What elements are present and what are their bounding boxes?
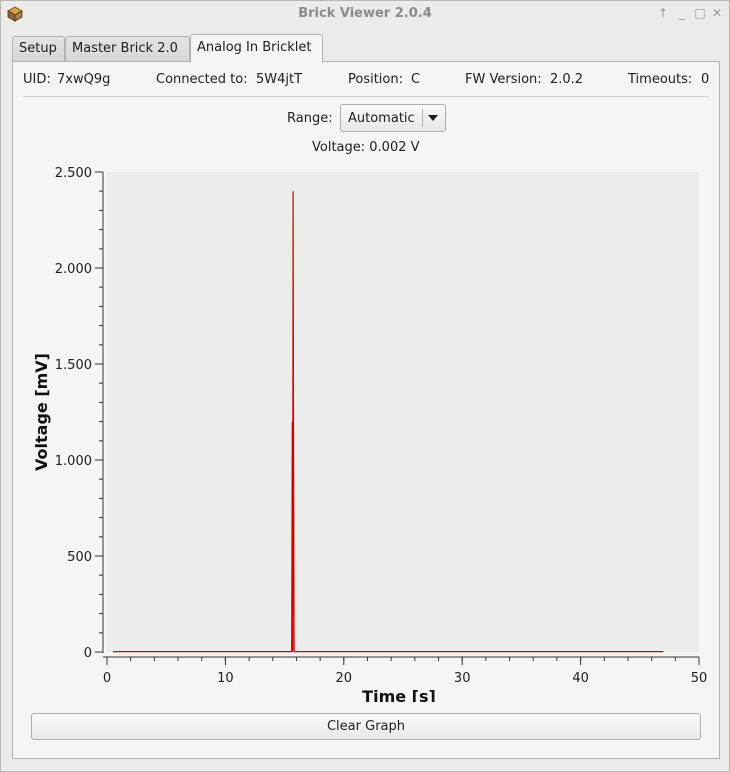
connected-label: Connected to: xyxy=(156,72,248,87)
x-tick-label: 40 xyxy=(572,671,589,686)
position-value: C xyxy=(411,72,421,87)
chevron-down-icon xyxy=(428,115,438,121)
uid-label: UID: xyxy=(23,72,51,87)
y-tick-label: 0 xyxy=(84,646,92,661)
plot-area xyxy=(107,172,699,652)
uid-value: 7xwQ9g xyxy=(57,72,111,87)
bricklet-pane: UID: 7xwQ9g Connected to: 5W4jtT Positio… xyxy=(12,61,720,759)
x-tick-label: 50 xyxy=(691,671,708,686)
fw-version-value: 2.0.2 xyxy=(550,72,584,87)
voltage-readout: Voltage: 0.002 V xyxy=(312,140,420,155)
tab-setup[interactable]: Setup xyxy=(12,36,65,61)
tab-setup-label: Setup xyxy=(19,41,57,56)
brick-app-icon xyxy=(7,6,23,22)
voltage-series-line xyxy=(112,191,664,653)
y-tick-label: 2.000 xyxy=(55,262,92,277)
dropdown-separator xyxy=(422,109,423,127)
up-arrow-icon[interactable]: ↑ xyxy=(657,6,669,20)
maximize-icon[interactable]: □ xyxy=(694,6,706,20)
minimize-icon[interactable]: _ xyxy=(679,6,685,20)
info-row: UID: 7xwQ9g Connected to: 5W4jtT Positio… xyxy=(23,72,709,92)
tab-analog-in-label: Analog In Bricklet xyxy=(197,40,312,55)
x-tick-label: 20 xyxy=(336,671,353,686)
timeouts-value: 0 xyxy=(701,72,710,87)
fw-version-label: FW Version: xyxy=(465,72,542,87)
y-tick-label: 1.000 xyxy=(55,454,92,469)
close-icon[interactable]: ✕ xyxy=(711,6,723,20)
x-axis-label: Time [s] xyxy=(362,687,436,702)
y-tick-label: 500 xyxy=(67,550,92,565)
x-tick-label: 30 xyxy=(454,671,471,686)
clear-graph-button[interactable]: Clear Graph xyxy=(31,713,701,740)
position-label: Position: xyxy=(348,72,403,87)
range-label: Range: xyxy=(287,111,333,126)
y-tick-label: 2.500 xyxy=(55,166,92,181)
voltage-chart: 0 500 1.000 1.500 2.000 2.500 0 10 20 30 40 50 Time … xyxy=(32,166,708,702)
x-tick-label: 0 xyxy=(103,671,111,686)
tab-master-brick-label: Master Brick 2.0 xyxy=(72,41,178,56)
range-dropdown[interactable]: Automatic xyxy=(340,104,446,132)
range-dropdown-value: Automatic xyxy=(348,111,415,126)
clear-graph-label: Clear Graph xyxy=(326,719,405,734)
y-tick-label: 1.500 xyxy=(55,358,92,373)
tab-master-brick[interactable]: Master Brick 2.0 xyxy=(65,36,190,61)
timeouts-label: Timeouts: xyxy=(628,72,693,87)
x-tick-label: 10 xyxy=(217,671,234,686)
tab-analog-in-bricklet[interactable]: Analog In Bricklet xyxy=(190,34,323,63)
title-bar[interactable]: Brick Viewer 2.0.4 ↑ _ □ ✕ xyxy=(1,1,729,29)
info-separator xyxy=(23,96,709,97)
window-title: Brick Viewer 2.0.4 xyxy=(298,6,432,21)
y-axis-label: Voltage [mV] xyxy=(32,353,51,471)
connected-value: 5W4jtT xyxy=(256,72,303,87)
